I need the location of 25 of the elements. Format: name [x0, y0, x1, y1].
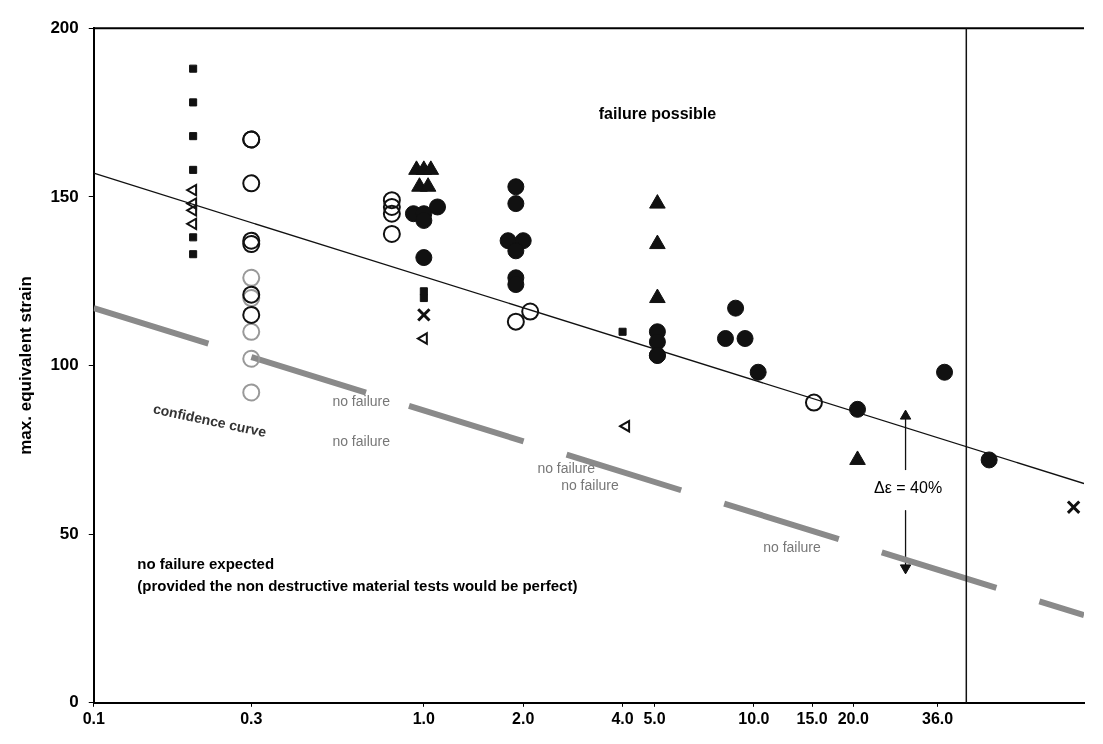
y-tick-label: 0 [69, 692, 79, 712]
y-axis-title: max. equivalent strain [15, 276, 35, 455]
annotation: confidence curve [151, 400, 268, 441]
annotation: Δε = 40% [874, 479, 943, 497]
annotation: (provided the non destructive material tests would be perfect) [137, 576, 578, 594]
x-tick-label: 0.1 [82, 709, 105, 727]
annotation: no failure [332, 393, 391, 410]
annotation: no failure [561, 477, 619, 494]
y-tick-label: 100 [50, 355, 79, 375]
y-tick-label: 200 [50, 17, 79, 37]
x-tick-label: 4.0 [611, 709, 634, 727]
x-tick-label: 36.0 [921, 709, 954, 727]
annotation: failure possible [598, 104, 717, 122]
x-tick-label: 10.0 [738, 709, 770, 727]
annotation: no failure expected [137, 554, 275, 572]
x-tick-label: 15.0 [796, 709, 828, 727]
x-tick-label: 0.3 [240, 709, 263, 727]
y-tick-label: 150 [50, 186, 79, 206]
x-tick-label: 1.0 [412, 709, 436, 727]
annotation: no failure [763, 538, 821, 555]
annotation: no failure [332, 433, 391, 450]
x-tick-label: 5.0 [643, 709, 666, 727]
y-tick-label: 50 [59, 523, 79, 543]
x-tick-label: 2.0 [512, 709, 535, 727]
x-tick-label: 20.0 [837, 709, 869, 727]
